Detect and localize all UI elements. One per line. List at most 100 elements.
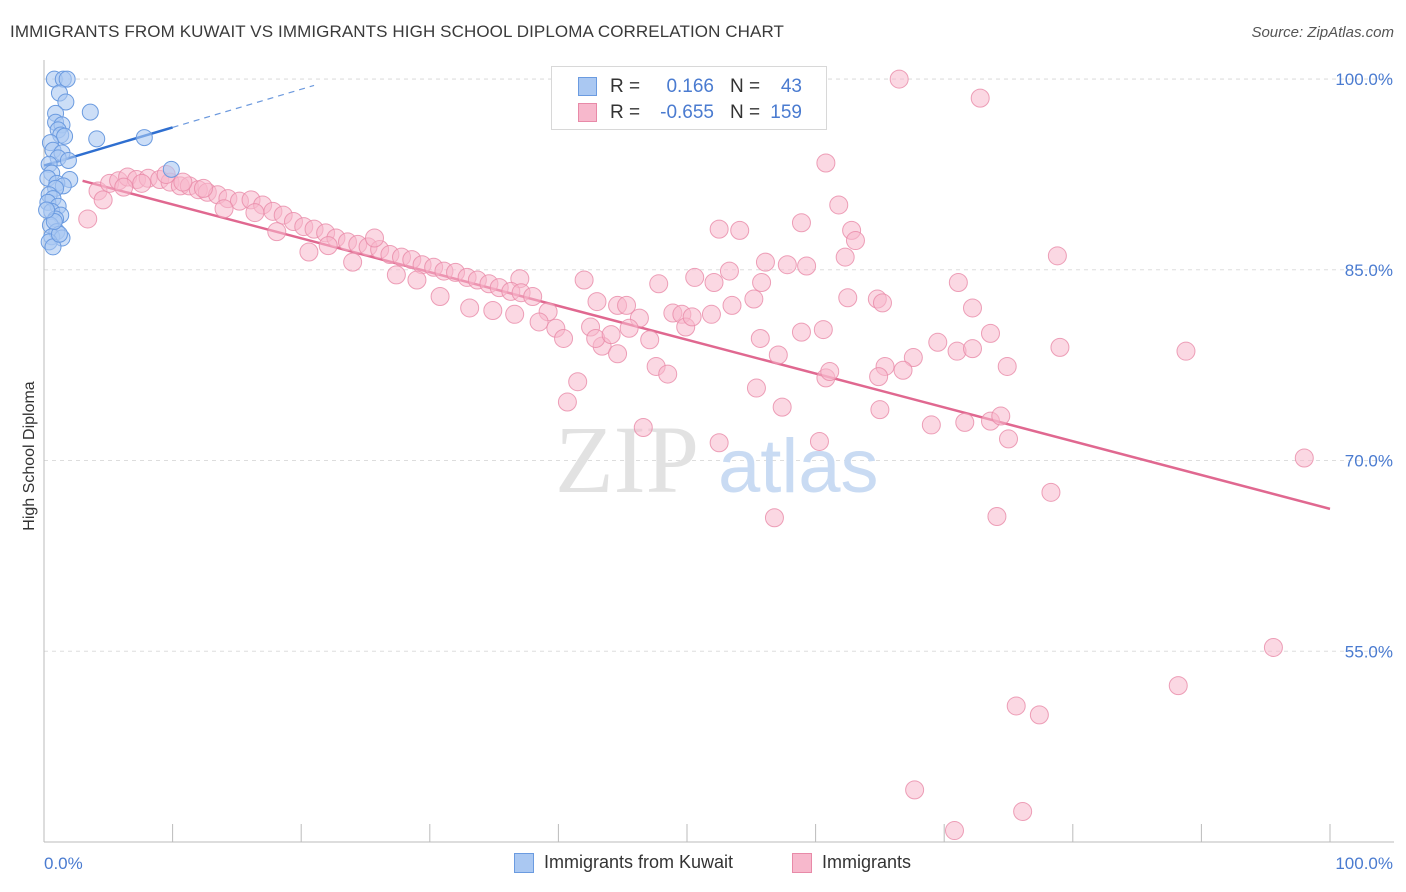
tick-labels: 100.0% 85.0% 70.0% 55.0% 0.0% 100.0% (44, 70, 1393, 873)
series-legend: Immigrants from Kuwait Immigrants (0, 852, 1406, 878)
point-immigrants-42 (768, 345, 788, 365)
legend-row-immigrants: R = -0.655 N = 159 (552, 102, 826, 128)
point-immigrants-124 (523, 287, 543, 307)
point-kuwait-11 (56, 127, 74, 145)
y-tick-label-3: 55.0% (1345, 642, 1393, 661)
point-immigrants-15 (685, 267, 705, 287)
point-immigrants-20 (948, 273, 968, 293)
point-immigrants-79 (1029, 705, 1049, 725)
point-kuwait-42 (38, 201, 56, 219)
point-immigrants-70 (709, 433, 729, 453)
chart-title: IMMIGRANTS FROM KUWAIT VS IMMIGRANTS HIG… (10, 22, 785, 41)
point-immigrants-13 (797, 256, 817, 276)
point-immigrants-36 (619, 318, 639, 338)
point-immigrants-138 (365, 228, 385, 248)
point-immigrants-44 (928, 332, 948, 352)
point-immigrants-10 (835, 247, 855, 267)
point-kuwait-12 (88, 130, 106, 148)
legend-n-label: N = (730, 76, 761, 97)
x-tick-label-0: 0.0% (44, 854, 83, 873)
watermark: ZIP atlas (555, 406, 879, 513)
point-immigrants-61 (746, 378, 766, 398)
point-immigrants-143 (483, 300, 503, 320)
point-immigrants-140 (407, 270, 427, 290)
point-immigrants-46 (962, 339, 982, 359)
point-immigrants-48 (1050, 337, 1070, 357)
point-immigrants-1 (970, 88, 990, 108)
x-tick-label-1: 100.0% (1335, 854, 1393, 873)
point-kuwait-5 (81, 103, 99, 121)
point-immigrants-80 (905, 780, 925, 800)
point-immigrants-73 (1294, 448, 1314, 468)
point-immigrants-134 (267, 222, 287, 242)
point-immigrants-21 (649, 274, 669, 294)
point-immigrants-59 (893, 360, 913, 380)
point-immigrants-39 (791, 322, 811, 342)
point-immigrants-43 (903, 348, 923, 368)
point-immigrants-125 (78, 209, 98, 229)
point-immigrants-57 (820, 362, 840, 382)
point-immigrants-8 (845, 231, 865, 251)
point-immigrants-142 (460, 298, 480, 318)
point-immigrants-145 (529, 312, 549, 332)
point-immigrants-9 (1047, 246, 1067, 266)
point-kuwait-2 (58, 70, 76, 88)
series-kuwait-points (38, 70, 180, 256)
legend-row-kuwait: R = 0.166 N = 43 (552, 76, 826, 102)
point-immigrants-75 (987, 506, 1007, 526)
point-immigrants-53 (658, 364, 678, 384)
watermark-zip: ZIP (555, 406, 699, 513)
point-immigrants-25 (962, 298, 982, 318)
point-immigrants-49 (1176, 341, 1196, 361)
point-immigrants-135 (299, 242, 319, 262)
legend-r-value: -0.655 (660, 102, 714, 123)
point-immigrants-76 (1263, 637, 1283, 657)
point-immigrants-139 (386, 265, 406, 285)
legend-r-label: R = (610, 76, 641, 97)
point-immigrants-69 (633, 417, 653, 437)
point-immigrants-141 (430, 287, 450, 307)
point-immigrants-71 (809, 431, 829, 451)
legend-swatch-kuwait (578, 77, 597, 96)
point-immigrants-62 (772, 397, 792, 417)
point-immigrants-14 (719, 261, 739, 281)
point-kuwait-13 (135, 129, 153, 147)
source-credit: Source: ZipAtlas.com (1251, 24, 1394, 41)
point-immigrants-12 (777, 255, 797, 275)
watermark-atlas: atlas (718, 424, 879, 509)
point-immigrants-24 (872, 293, 892, 313)
point-immigrants-26 (722, 295, 742, 315)
trend-line-immigrants (82, 179, 1331, 511)
y-tick-label-1: 85.0% (1345, 261, 1393, 280)
point-immigrants-133 (245, 203, 265, 223)
legend-swatch-immigrants (578, 103, 597, 122)
point-immigrants-144 (505, 304, 525, 324)
point-immigrants-3 (829, 195, 849, 215)
point-immigrants-65 (955, 412, 975, 432)
point-immigrants-136 (318, 236, 338, 256)
stats-legend: R = 0.166 N = 43 R = -0.655 N = 159 (551, 66, 827, 130)
point-immigrants-6 (730, 220, 750, 240)
y-tick-label-2: 70.0% (1345, 452, 1393, 471)
point-immigrants-137 (343, 252, 363, 272)
y-tick-label-0: 100.0% (1335, 70, 1393, 89)
point-immigrants-68 (999, 429, 1018, 449)
point-immigrants-82 (1013, 801, 1033, 821)
point-immigrants-31 (587, 292, 607, 312)
legend-label-immigrants: Immigrants (822, 852, 912, 872)
gridlines (44, 78, 1394, 652)
point-immigrants-151 (682, 307, 702, 327)
point-immigrants-11 (755, 252, 775, 272)
point-immigrants-78 (1006, 696, 1026, 716)
legend-n-value: 159 (770, 102, 802, 123)
legend-n-value: 43 (780, 76, 802, 97)
point-immigrants-72 (1041, 482, 1061, 502)
point-immigrants-149 (601, 325, 621, 345)
point-immigrants-128 (132, 173, 152, 193)
point-immigrants-126 (93, 190, 113, 210)
point-immigrants-81 (944, 821, 964, 841)
point-immigrants-2 (816, 153, 836, 173)
point-immigrants-130 (173, 172, 193, 192)
point-immigrants-55 (557, 392, 577, 412)
